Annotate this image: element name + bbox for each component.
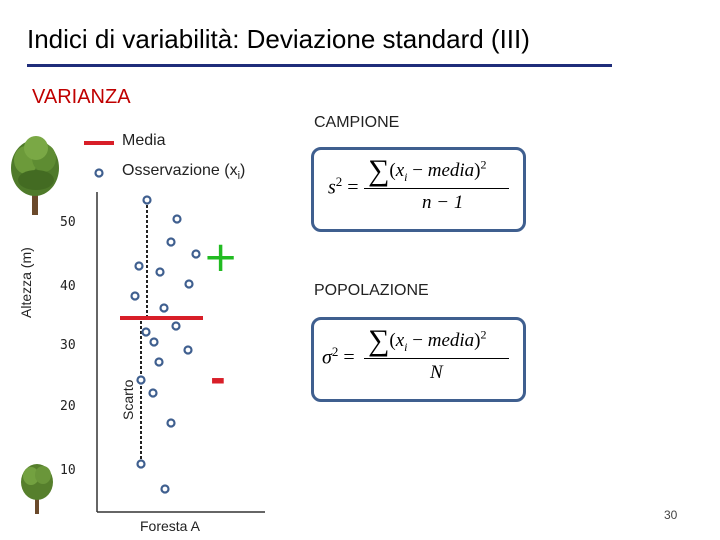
formula-lhs-exponent: 2 xyxy=(331,344,339,359)
observation-point xyxy=(171,321,181,331)
fraction-bar xyxy=(364,188,509,189)
media-term: media xyxy=(427,330,475,351)
y-tick-label: 30 xyxy=(60,338,76,353)
observation-point xyxy=(191,249,201,259)
formula-equals: = xyxy=(347,176,359,199)
observation-point xyxy=(184,279,194,289)
observation-point xyxy=(148,388,158,398)
observation-point xyxy=(172,214,182,224)
x-axis-label: Foresta A xyxy=(140,518,200,534)
population-variance-formula: σ2 = ∑(xi − media)2 N xyxy=(311,317,526,402)
close-paren: ) xyxy=(474,330,481,351)
observation-point xyxy=(155,267,165,277)
observation-point xyxy=(166,418,176,428)
x-variable: x xyxy=(395,330,405,351)
fraction-bar xyxy=(364,358,509,359)
y-tick-label: 20 xyxy=(60,399,76,414)
population-denominator: N xyxy=(430,362,443,383)
observation-point xyxy=(142,195,152,205)
formula-lhs: σ xyxy=(322,346,332,369)
legend-observation-text: Osservazione (x xyxy=(122,162,238,179)
sample-variance-formula: s2 = ∑(xi − media)2 n − 1 xyxy=(311,147,526,232)
title-underline xyxy=(27,64,612,67)
formula-equals: = xyxy=(343,346,355,369)
observation-point xyxy=(141,327,151,337)
tree-icon xyxy=(21,464,53,514)
observation-point xyxy=(160,484,170,494)
slide-title: Indici di variabilità: Deviazione standa… xyxy=(27,24,530,54)
minus-operator: − xyxy=(412,160,423,181)
observation-point xyxy=(149,337,159,347)
close-paren: ) xyxy=(474,160,481,181)
x-subscript: i xyxy=(404,169,408,184)
section-heading: VARIANZA xyxy=(32,86,131,108)
observation-point xyxy=(136,459,146,469)
observation-point xyxy=(159,303,169,313)
minus-sign: - xyxy=(210,357,226,401)
minus-operator: − xyxy=(412,330,423,351)
y-tick-label: 50 xyxy=(60,215,76,230)
y-tick-label: 40 xyxy=(60,279,76,294)
sample-denominator: n − 1 xyxy=(422,192,464,213)
legend-observation-label: Osservazione (xi) xyxy=(122,162,245,182)
observation-point xyxy=(166,237,176,247)
x-variable: x xyxy=(395,160,405,181)
square-exponent: 2 xyxy=(480,157,487,172)
legend-observation-marker xyxy=(94,168,104,178)
tree-icon xyxy=(11,136,59,215)
sum-symbol: ∑ xyxy=(368,324,390,357)
square-exponent: 2 xyxy=(480,327,487,342)
observation-point xyxy=(136,375,146,385)
x-subscript: i xyxy=(404,339,408,354)
media-term: media xyxy=(427,160,475,181)
page-number: 30 xyxy=(664,508,678,522)
observation-point xyxy=(183,345,193,355)
sum-symbol: ∑ xyxy=(368,154,390,187)
plus-sign: + xyxy=(203,232,239,281)
observation-points xyxy=(130,195,201,494)
observation-point xyxy=(130,291,140,301)
observation-point xyxy=(154,357,164,367)
observation-point xyxy=(134,261,144,271)
y-tick-label: 10 xyxy=(60,463,76,478)
legend-observation-close: ) xyxy=(240,162,246,179)
open-paren: ( xyxy=(389,160,396,181)
formula-lhs: s xyxy=(328,176,336,199)
sample-label: CAMPIONE xyxy=(314,114,400,131)
open-paren: ( xyxy=(389,330,396,351)
legend-mean-line xyxy=(84,141,114,145)
formula-lhs-exponent: 2 xyxy=(335,174,343,189)
legend-mean-label: Media xyxy=(122,132,166,149)
legend-observation-subscript: i xyxy=(237,170,241,183)
population-label: POPOLAZIONE xyxy=(314,282,429,299)
